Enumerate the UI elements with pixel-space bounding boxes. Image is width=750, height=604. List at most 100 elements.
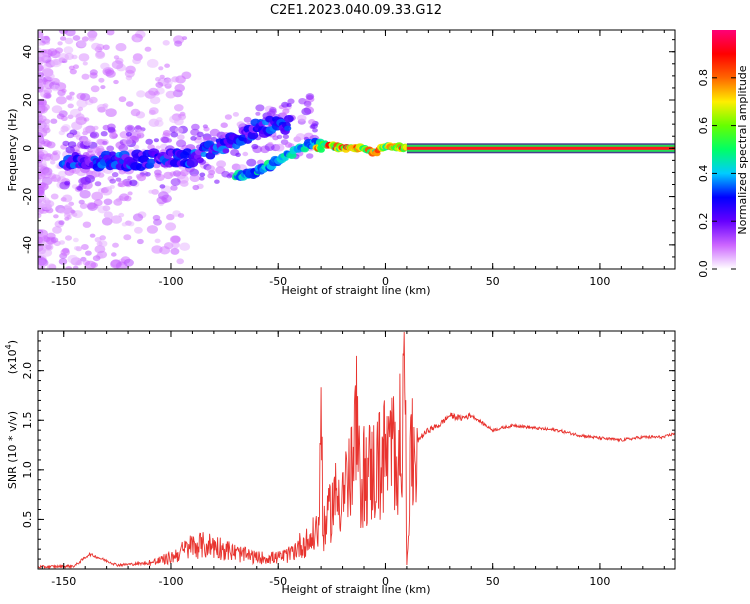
spectrogram-cell — [246, 158, 257, 167]
spectrogram-cell — [44, 35, 50, 40]
spectrogram-cell — [55, 96, 67, 105]
spectrogram-cell — [38, 257, 48, 266]
carrier-line — [406, 146, 675, 150]
spectrogram-cell — [132, 57, 142, 65]
snr-y-tick-label: 2.0 — [21, 362, 34, 380]
spectrogram-cell — [174, 127, 184, 134]
spectrogram-cell — [97, 172, 105, 178]
spectrogram-cell — [191, 123, 200, 131]
spectrogram-cell — [123, 258, 134, 267]
spectrogram-cell — [181, 71, 192, 80]
spectrogram-cell — [64, 37, 74, 45]
spectrogram-cell — [284, 125, 292, 132]
spectrogram-cell — [38, 236, 44, 244]
spectrogram-cell — [95, 50, 105, 58]
spectrogram-cell — [102, 103, 109, 108]
spectrogram-cell — [170, 247, 180, 255]
spectrogram-cell — [150, 96, 161, 105]
spectrogram-cell — [161, 194, 172, 203]
spectrogram-y-tick-label: -40 — [21, 236, 34, 254]
spectrogram-cell — [96, 241, 103, 247]
snr-y-tick-label: 0.5 — [21, 511, 34, 529]
spectrogram-cell — [84, 260, 97, 269]
spectrogram-cell — [109, 184, 115, 189]
snr-y-scale-label: (x104) — [4, 340, 19, 374]
snr-x-tick-label: -150 — [51, 575, 76, 588]
spectrogram-cell — [102, 44, 110, 51]
spectrogram-cell — [82, 221, 92, 228]
snr-panel: -150 -100 -50 0 50 100 0.5 1.0 1.5 2.0 Height of … — [4, 330, 676, 596]
spectrogram-y-tick-label: 40 — [21, 45, 34, 59]
spectrogram-cell — [145, 138, 153, 145]
spectrogram-cell — [52, 151, 58, 156]
spectrogram-cell — [43, 92, 52, 99]
spectrogram-x-tick-label: -100 — [158, 275, 183, 288]
spectrogram-cell — [189, 174, 200, 183]
spectrogram-cell — [54, 79, 61, 84]
spectrogram-cell — [281, 112, 287, 117]
spectrogram-cell — [38, 232, 45, 238]
spectrogram-y-axis-label: Frequency (Hz) — [6, 109, 19, 192]
spectrogram-cell — [137, 238, 144, 245]
spectrogram-cell — [125, 65, 136, 74]
spectrogram-cell — [38, 144, 44, 153]
colorbar-gradient — [712, 30, 736, 269]
spectrogram-cell — [64, 180, 71, 186]
spectrogram-cell — [100, 62, 110, 70]
spectrogram-cell — [155, 77, 161, 82]
spectrogram-cell — [255, 104, 265, 112]
spectrogram-cell — [81, 73, 90, 80]
snr-y-axis-label: SNR (10 * v/v) — [6, 411, 19, 489]
spectrogram-cell — [216, 160, 227, 168]
spectrogram-cell — [214, 179, 220, 184]
spectrogram-cell — [50, 50, 61, 59]
spectrogram-cell — [105, 70, 116, 78]
spectrogram-cell — [89, 131, 100, 139]
spectrogram-cell — [46, 153, 52, 158]
spectrogram-cell — [159, 74, 165, 79]
spectrogram-cell — [177, 134, 185, 141]
spectrogram-cell — [63, 46, 74, 54]
spectrogram-cell — [274, 143, 285, 152]
spectrogram-cell — [125, 132, 132, 137]
spectrogram-cell — [251, 143, 259, 150]
snr-x-axis-label: Height of straight line (km) — [281, 583, 430, 596]
spectrogram-cell — [269, 108, 277, 115]
spectrogram-cell — [58, 208, 66, 214]
spectrogram-cell — [170, 178, 181, 186]
spectrogram-cell — [174, 40, 183, 47]
spectrogram-cell — [176, 258, 184, 265]
spectrogram-cell — [118, 144, 129, 152]
spectrogram-cell — [111, 260, 117, 265]
spectrogram-cell — [164, 63, 171, 68]
spectrogram-cell — [82, 126, 92, 134]
spectrogram-cell — [92, 255, 101, 262]
spectrogram-cell — [284, 142, 293, 148]
spectrogram-cell — [100, 131, 108, 137]
spectrogram-cell — [67, 141, 77, 148]
spectrogram-cell — [109, 151, 117, 157]
spectrogram-cell — [44, 40, 51, 45]
spectrogram-cell — [182, 148, 192, 156]
spectrogram-heat — [38, 30, 675, 269]
spectrogram-cell — [50, 237, 59, 243]
spectrogram-cell — [57, 41, 63, 46]
spectrogram-cell — [222, 148, 230, 154]
spectrogram-cell — [124, 124, 135, 133]
spectrogram-cell — [50, 160, 56, 165]
spectrogram-cell — [162, 130, 171, 137]
spectrogram-cell — [151, 189, 159, 195]
spectrogram-cell — [163, 78, 173, 87]
spectrogram-cell — [149, 107, 159, 115]
spectrogram-cell — [144, 46, 152, 52]
colorbar-tick-label: 0.2 — [697, 212, 710, 230]
spectrogram-cell — [165, 90, 176, 99]
snr-y-scale-exponent: 4 — [4, 344, 13, 349]
spectrogram-cell — [155, 145, 161, 150]
spectrogram-cell — [301, 107, 312, 116]
spectrogram-cell — [170, 131, 179, 138]
snr-y-scale-base: (x10 — [6, 349, 19, 374]
spectrogram-cell — [135, 125, 142, 130]
spectrogram-cell — [206, 165, 215, 173]
